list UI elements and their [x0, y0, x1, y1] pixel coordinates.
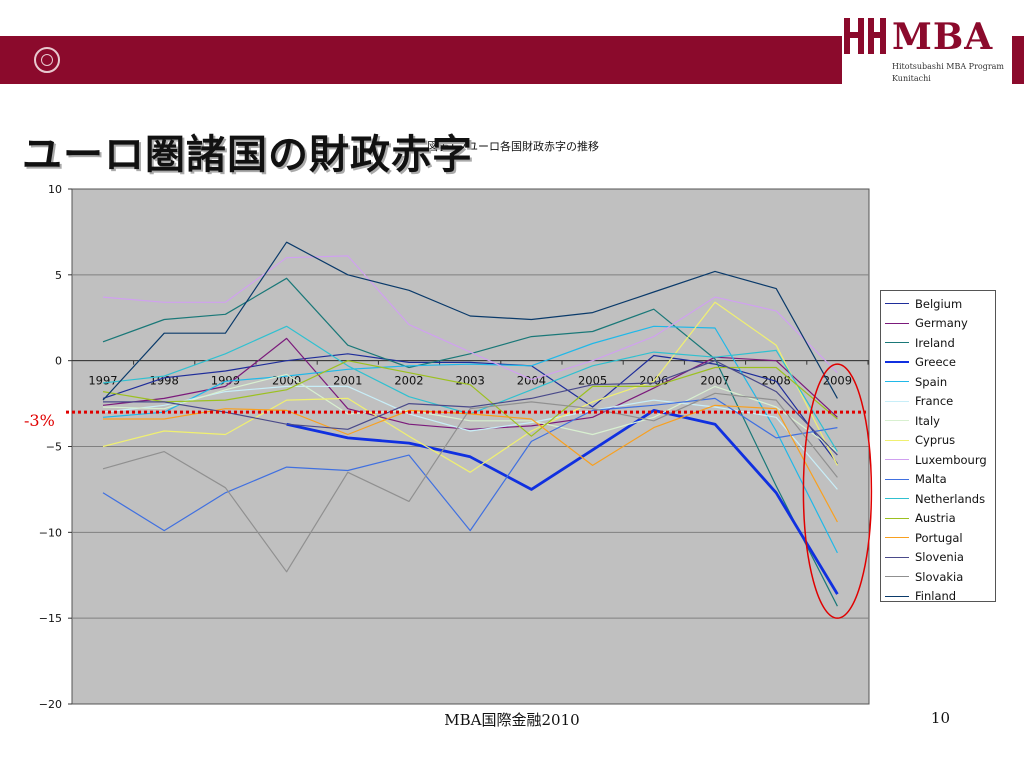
series-line-slovenia	[103, 360, 838, 456]
y-tick-label: 5	[55, 269, 62, 282]
x-tick-label: 2002	[394, 374, 423, 388]
x-tick-label: 2001	[333, 374, 362, 388]
legend-swatch	[885, 517, 909, 519]
legend-label: Italy	[915, 413, 940, 428]
legend-swatch	[885, 459, 909, 461]
series-line-malta	[102, 397, 838, 532]
legend-label: Finland	[915, 589, 957, 604]
legend-label: Cyprus	[915, 433, 956, 448]
legend-label: Spain	[915, 374, 948, 389]
legend-swatch	[885, 342, 909, 344]
legend-swatch	[885, 361, 909, 364]
legend-item-cyprus: Cyprus	[885, 431, 995, 451]
series-line-france	[102, 385, 838, 490]
y-tick-label: −15	[39, 612, 62, 625]
legend-label: Greece	[915, 355, 956, 370]
legend-label: Germany	[915, 316, 968, 331]
legend-item-netherlands: Netherlands	[885, 489, 995, 509]
y-tick-label: −10	[39, 526, 62, 539]
legend-item-portugal: Portugal	[885, 528, 995, 548]
series-lines	[102, 241, 839, 607]
legend-item-luxembourg: Luxembourg	[885, 450, 995, 470]
series-line-ireland	[102, 277, 838, 607]
legend-label: Austria	[915, 511, 956, 526]
legend-item-germany: Germany	[885, 314, 995, 334]
legend-item-italy: Italy	[885, 411, 995, 431]
legend-swatch	[885, 556, 909, 558]
legend-swatch	[885, 439, 909, 441]
footer-text: MBA国際金融2010	[444, 711, 580, 729]
legend-item-belgium: Belgium	[885, 294, 995, 314]
series-line-spain	[102, 325, 838, 554]
chart-title: 図表1-7ユーロ各国財政赤字の推移	[427, 139, 599, 153]
legend-swatch	[885, 537, 909, 539]
legend-swatch	[885, 303, 909, 305]
y-tick-label: 10	[48, 183, 62, 196]
threshold-label: -3%	[24, 411, 55, 430]
series-line-italy	[102, 373, 838, 453]
series-line-cyprus	[102, 301, 838, 473]
y-tick-label: 0	[55, 355, 62, 368]
y-axis-ticks: 10 5 0 −5 −10 −15 −20	[39, 183, 72, 711]
slide-title: ユーロ圏諸国の財政赤字	[22, 132, 473, 178]
series-line-slovakia	[102, 392, 838, 573]
legend-item-slovenia: Slovenia	[885, 548, 995, 568]
legend-item-finland: Finland	[885, 587, 995, 607]
highlight-ellipse	[802, 363, 873, 619]
legend-item-austria: Austria	[885, 509, 995, 529]
legend-swatch	[885, 498, 909, 500]
legend-label: Luxembourg	[915, 452, 987, 467]
legend-label: Belgium	[915, 296, 963, 311]
legend-item-spain: Spain	[885, 372, 995, 392]
x-tick-label: 2007	[700, 374, 729, 388]
series-line-finland	[102, 241, 838, 401]
legend-label: Ireland	[915, 335, 955, 350]
legend-item-slovakia: Slovakia	[885, 567, 995, 587]
legend-label: Netherlands	[915, 491, 986, 506]
university-seal-icon	[34, 47, 60, 73]
x-tick-label: 2005	[578, 374, 607, 388]
series-line-portugal	[103, 404, 838, 523]
legend-item-greece: Greece	[885, 353, 995, 373]
legend-swatch	[885, 381, 909, 383]
series-line-greece	[286, 409, 839, 595]
series-line-belgium	[102, 353, 838, 465]
series-line-austria	[102, 360, 838, 437]
legend-swatch	[885, 595, 909, 597]
x-tick-label: 2003	[456, 374, 485, 388]
series-line-luxembourg	[102, 255, 838, 381]
legend-label: Portugal	[915, 530, 963, 545]
page-number: 10	[930, 709, 950, 727]
logo-wordmark: MBA	[892, 16, 994, 58]
legend-item-ireland: Ireland	[885, 333, 995, 353]
legend-swatch	[885, 420, 909, 422]
x-tick-label: 1999	[211, 374, 240, 388]
legend-swatch	[885, 322, 909, 324]
x-tick-label: 2008	[762, 374, 791, 388]
chart-legend: Belgium Germany Ireland Greece Spain France It…	[880, 290, 996, 603]
legend-label: Slovakia	[915, 569, 964, 584]
legend-swatch	[885, 400, 909, 402]
legend-item-france: France	[885, 392, 995, 412]
legend-swatch	[885, 576, 909, 578]
y-tick-label: −20	[39, 698, 62, 711]
y-tick-label: −5	[46, 441, 62, 454]
threshold-line-group	[66, 363, 873, 619]
logo-campus-name: Kunitachi	[892, 74, 931, 83]
legend-swatch	[885, 478, 909, 480]
legend-label: Slovenia	[915, 550, 964, 565]
legend-item-malta: Malta	[885, 470, 995, 490]
legend-label: Malta	[915, 472, 947, 487]
x-tick-label: 1997	[88, 374, 117, 388]
hitotsubashi-logo-mark-icon	[844, 18, 886, 54]
legend-label: France	[915, 394, 954, 409]
logo-program-name: Hitotsubashi MBA Program	[892, 62, 1005, 71]
mba-logo: MBA Hitotsubashi MBA Program Kunitachi	[842, 12, 1012, 84]
